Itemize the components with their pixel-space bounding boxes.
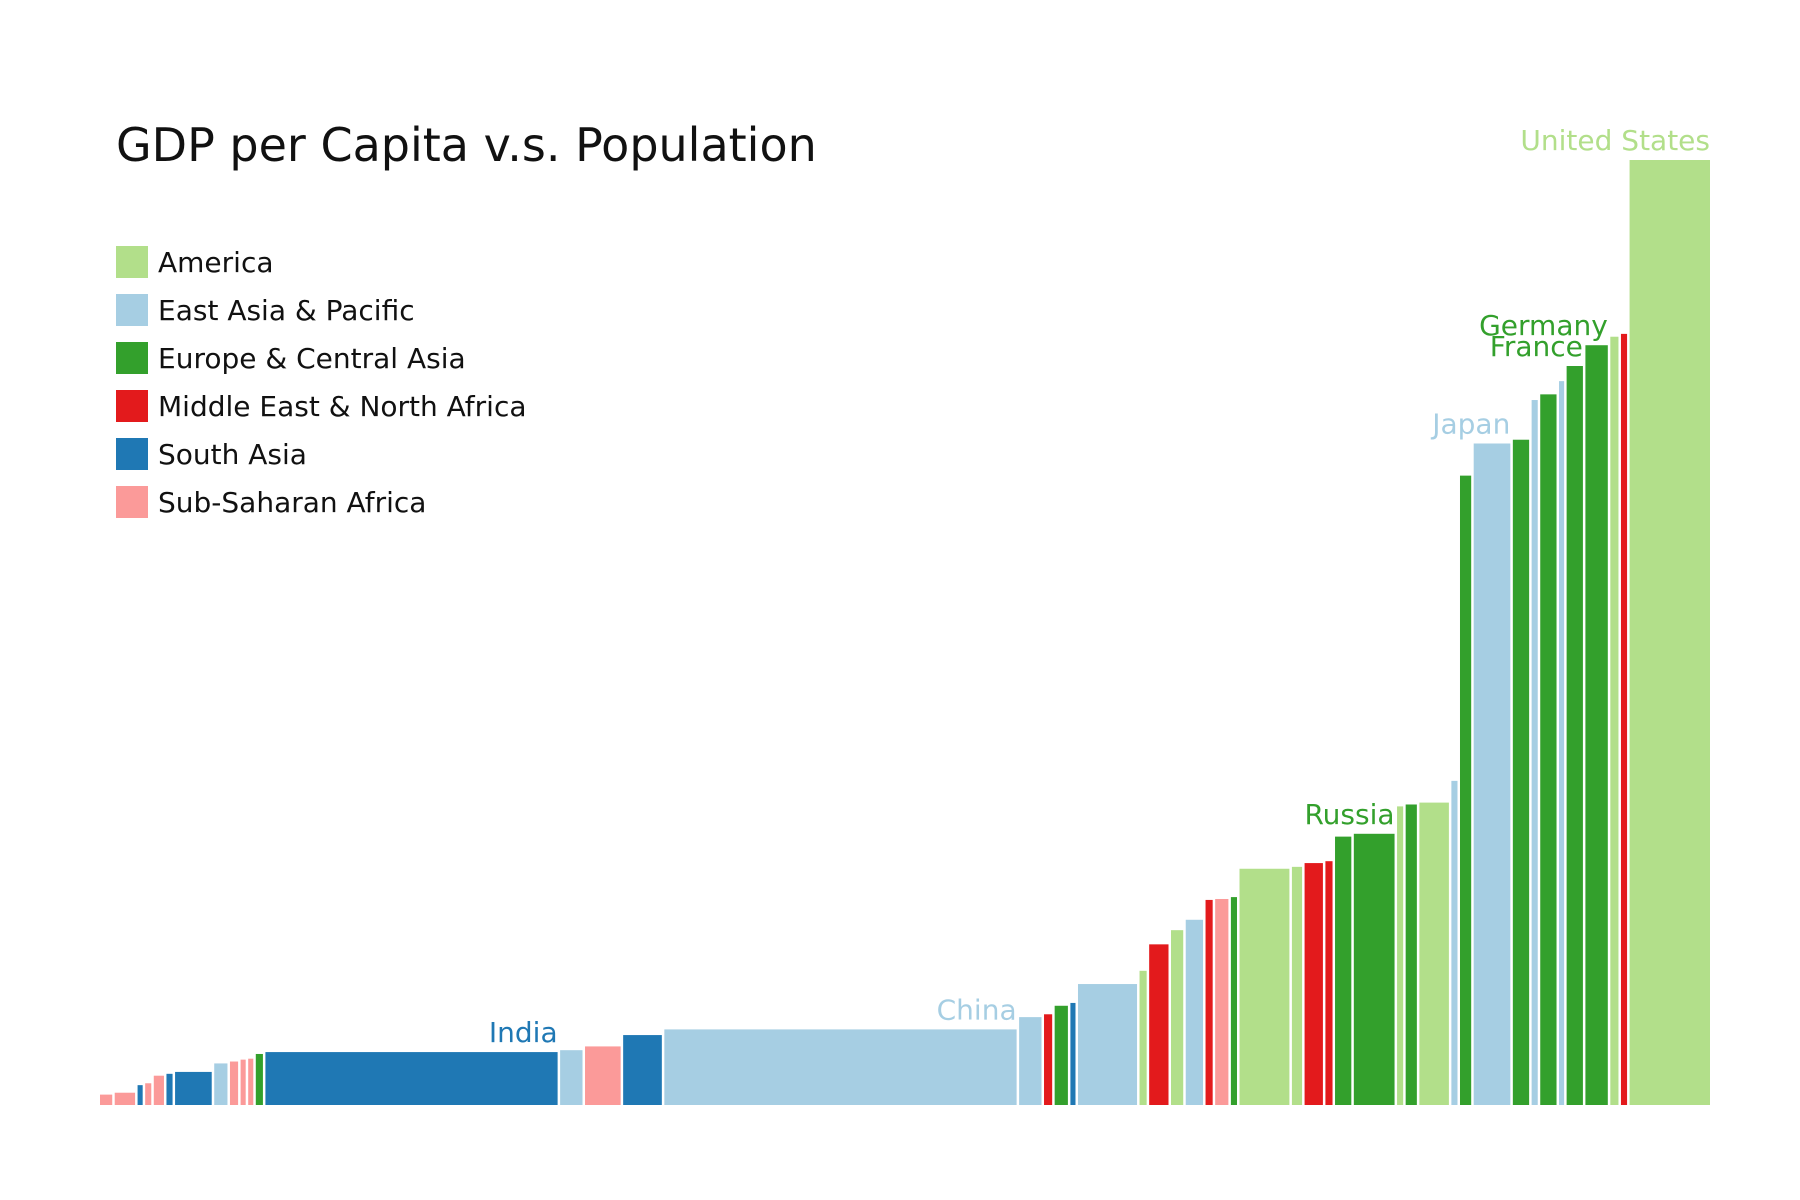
legend-label-europe-central-asia: Europe & Central Asia xyxy=(158,341,466,375)
bar-label-france: France xyxy=(1490,330,1583,363)
bar-6[interactable] xyxy=(175,1071,212,1105)
bar-china[interactable] xyxy=(664,1029,1017,1105)
legend-item-america[interactable]: America xyxy=(116,238,527,286)
bar-42[interactable] xyxy=(1531,400,1538,1105)
bar-india[interactable] xyxy=(265,1052,558,1105)
bar-8[interactable] xyxy=(229,1061,239,1105)
bar-47[interactable] xyxy=(1610,336,1619,1106)
bar-label-japan: Japan xyxy=(1430,408,1510,441)
bar-38[interactable] xyxy=(1451,780,1458,1105)
bar-26[interactable] xyxy=(1205,899,1213,1105)
legend-item-east-asia-pacific[interactable]: East Asia & Pacific xyxy=(116,286,527,334)
bar-36[interactable] xyxy=(1405,804,1417,1105)
bar-2[interactable] xyxy=(137,1085,143,1105)
bar-russia[interactable] xyxy=(1353,833,1395,1105)
legend-swatch-sub-saharan-africa xyxy=(116,486,148,518)
bar-13[interactable] xyxy=(560,1050,583,1105)
bar-44[interactable] xyxy=(1559,381,1565,1105)
bar-25[interactable] xyxy=(1185,919,1204,1105)
bar-japan[interactable] xyxy=(1473,443,1511,1106)
bar-label-russia: Russia xyxy=(1304,798,1394,831)
bar-1[interactable] xyxy=(114,1092,136,1105)
bar-39[interactable] xyxy=(1459,475,1472,1105)
chart-title: GDP per Capita v.s. Population xyxy=(116,118,817,172)
bar-4[interactable] xyxy=(153,1075,164,1105)
bar-22[interactable] xyxy=(1139,970,1147,1105)
legend: America East Asia & Pacific Europe & Cen… xyxy=(116,238,527,526)
bar-32[interactable] xyxy=(1325,861,1333,1105)
legend-label-america: America xyxy=(158,245,274,279)
legend-item-sub-saharan-africa[interactable]: Sub-Saharan Africa xyxy=(116,478,527,526)
bar-24[interactable] xyxy=(1171,930,1184,1105)
legend-label-middle-east-north-africa: Middle East & North Africa xyxy=(158,389,527,423)
legend-label-south-asia: South Asia xyxy=(158,437,307,471)
bar-label-united-states: United States xyxy=(1520,124,1710,157)
bar-19[interactable] xyxy=(1054,1005,1068,1105)
bar-3[interactable] xyxy=(145,1083,152,1105)
legend-item-south-asia[interactable]: South Asia xyxy=(116,430,527,478)
bar-37[interactable] xyxy=(1419,802,1449,1105)
legend-label-sub-saharan-africa: Sub-Saharan Africa xyxy=(158,485,427,519)
bar-germany[interactable] xyxy=(1585,345,1608,1106)
bar-10[interactable] xyxy=(248,1058,254,1105)
bar-29[interactable] xyxy=(1239,868,1290,1105)
bar-11[interactable] xyxy=(255,1053,263,1105)
bar-43[interactable] xyxy=(1540,394,1557,1105)
bar-9[interactable] xyxy=(240,1059,246,1105)
legend-swatch-europe-central-asia xyxy=(116,342,148,374)
bar-5[interactable] xyxy=(166,1073,173,1106)
bar-35[interactable] xyxy=(1397,806,1404,1105)
bar-21[interactable] xyxy=(1077,984,1138,1105)
bar-48[interactable] xyxy=(1620,333,1628,1105)
bar-33[interactable] xyxy=(1335,836,1352,1105)
legend-swatch-america xyxy=(116,246,148,278)
legend-swatch-east-asia-pacific xyxy=(116,294,148,326)
legend-item-europe-central-asia[interactable]: Europe & Central Asia xyxy=(116,334,527,382)
bar-18[interactable] xyxy=(1044,1014,1053,1105)
bar-0[interactable] xyxy=(100,1094,113,1106)
bar-7[interactable] xyxy=(214,1063,228,1105)
bar-41[interactable] xyxy=(1512,439,1530,1106)
bar-15[interactable] xyxy=(623,1035,662,1105)
legend-swatch-south-asia xyxy=(116,438,148,470)
bar-20[interactable] xyxy=(1070,1002,1076,1105)
bar-30[interactable] xyxy=(1291,866,1303,1105)
bar-17[interactable] xyxy=(1019,1017,1042,1106)
bar-28[interactable] xyxy=(1230,897,1238,1105)
bar-france[interactable] xyxy=(1566,366,1583,1105)
bar-31[interactable] xyxy=(1304,863,1323,1105)
bar-label-india: India xyxy=(489,1016,558,1049)
bar-23[interactable] xyxy=(1149,944,1169,1105)
bar-14[interactable] xyxy=(585,1046,621,1105)
bar-label-germany: Germany xyxy=(1479,309,1608,342)
legend-label-east-asia-pacific: East Asia & Pacific xyxy=(158,293,415,327)
bar-united-states[interactable] xyxy=(1629,160,1710,1105)
bar-label-china: China xyxy=(937,993,1017,1026)
legend-swatch-middle-east-north-africa xyxy=(116,390,148,422)
legend-item-middle-east-north-africa[interactable]: Middle East & North Africa xyxy=(116,382,527,430)
bar-27[interactable] xyxy=(1215,898,1229,1105)
